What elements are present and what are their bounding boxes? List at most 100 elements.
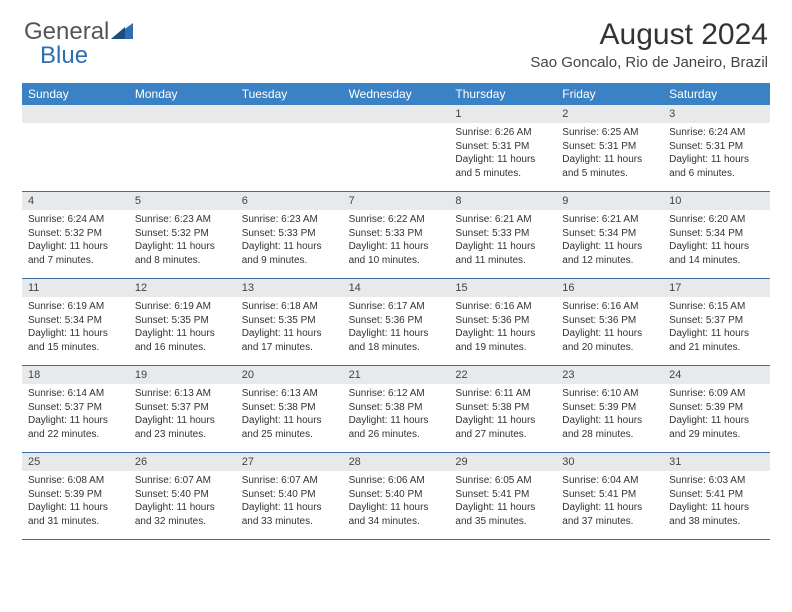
daylight-line: Daylight: 11 hours and 26 minutes. — [349, 414, 444, 441]
day-number: 14 — [343, 279, 450, 297]
day-number: 31 — [663, 453, 770, 471]
day-number: 12 — [129, 279, 236, 297]
sunset-line: Sunset: 5:40 PM — [242, 488, 337, 502]
sunset-line: Sunset: 5:39 PM — [562, 401, 657, 415]
day-info: Sunrise: 6:19 AMSunset: 5:34 PMDaylight:… — [22, 297, 129, 358]
day-cell: 16Sunrise: 6:16 AMSunset: 5:36 PMDayligh… — [556, 279, 663, 365]
sunset-line: Sunset: 5:38 PM — [242, 401, 337, 415]
day-cell: 13 Sunrise: 6:18 AMSunset: 5:35 PMDayligh… — [236, 279, 343, 365]
day-cell: 10Sunrise: 6:20 AMSunset: 5:34 PMDayligh… — [663, 192, 770, 278]
day-cell: 27Sunrise: 6:07 AMSunset: 5:40 PMDayligh… — [236, 453, 343, 539]
day-info: Sunrise: 6:24 AMSunset: 5:31 PMDaylight:… — [663, 123, 770, 184]
day-info: Sunrise: 6:22 AMSunset: 5:33 PMDaylight:… — [343, 210, 450, 271]
day-info: Sunrise: 6:21 AMSunset: 5:34 PMDaylight:… — [556, 210, 663, 271]
day-cell: 31Sunrise: 6:03 AMSunset: 5:41 PMDayligh… — [663, 453, 770, 539]
day-number: 15 — [449, 279, 556, 297]
day-header: Sunday — [22, 83, 129, 105]
daylight-line: Daylight: 11 hours and 14 minutes. — [669, 240, 764, 267]
day-info: Sunrise: 6:15 AMSunset: 5:37 PMDaylight:… — [663, 297, 770, 358]
day-cell: 14Sunrise: 6:17 AMSunset: 5:36 PMDayligh… — [343, 279, 450, 365]
day-number: 9 — [556, 192, 663, 210]
daylight-line: Daylight: 11 hours and 35 minutes. — [455, 501, 550, 528]
day-info: Sunrise: 6:07 AMSunset: 5:40 PMDaylight:… — [129, 471, 236, 532]
sunset-line: Sunset: 5:38 PM — [349, 401, 444, 415]
day-number: 13 — [236, 279, 343, 297]
sunrise-line: Sunrise: 6:24 AM — [669, 126, 764, 140]
day-number: 20 — [236, 366, 343, 384]
location-subtitle: Sao Goncalo, Rio de Janeiro, Brazil — [530, 54, 768, 71]
day-cell: 7Sunrise: 6:22 AMSunset: 5:33 PMDaylight… — [343, 192, 450, 278]
day-cell: 19Sunrise: 6:13 AMSunset: 5:37 PMDayligh… — [129, 366, 236, 452]
day-info: Sunrise: 6:13 AMSunset: 5:37 PMDaylight:… — [129, 384, 236, 445]
day-info: Sunrise: 6:26 AMSunset: 5:31 PMDaylight:… — [449, 123, 556, 184]
day-cell: 11Sunrise: 6:19 AMSunset: 5:34 PMDayligh… — [22, 279, 129, 365]
daylight-line: Daylight: 11 hours and 37 minutes. — [562, 501, 657, 528]
day-cell: 6Sunrise: 6:23 AMSunset: 5:33 PMDaylight… — [236, 192, 343, 278]
sunrise-line: Sunrise: 6:20 AM — [669, 213, 764, 227]
daylight-line: Daylight: 11 hours and 9 minutes. — [242, 240, 337, 267]
sunrise-line: Sunrise: 6:13 AM — [135, 387, 230, 401]
daylight-line: Daylight: 11 hours and 5 minutes. — [562, 153, 657, 180]
day-info: Sunrise: 6:12 AMSunset: 5:38 PMDaylight:… — [343, 384, 450, 445]
day-number: 19 — [129, 366, 236, 384]
daylight-line: Daylight: 11 hours and 11 minutes. — [455, 240, 550, 267]
sunrise-line: Sunrise: 6:16 AM — [455, 300, 550, 314]
day-info: Sunrise: 6:23 AMSunset: 5:33 PMDaylight:… — [236, 210, 343, 271]
sunset-line: Sunset: 5:39 PM — [28, 488, 123, 502]
daylight-line: Daylight: 11 hours and 5 minutes. — [455, 153, 550, 180]
day-info: Sunrise: 6:04 AMSunset: 5:41 PMDaylight:… — [556, 471, 663, 532]
logo-text-2: Blue — [40, 42, 88, 70]
day-info: Sunrise: 6:05 AMSunset: 5:41 PMDaylight:… — [449, 471, 556, 532]
day-number: 23 — [556, 366, 663, 384]
sunrise-line: Sunrise: 6:09 AM — [669, 387, 764, 401]
day-cell: 2Sunrise: 6:25 AMSunset: 5:31 PMDaylight… — [556, 105, 663, 191]
day-info: Sunrise: 6:03 AMSunset: 5:41 PMDaylight:… — [663, 471, 770, 532]
week-row: 4Sunrise: 6:24 AMSunset: 5:32 PMDaylight… — [22, 192, 770, 279]
header: General August 2024 Sao Goncalo, Rio de … — [0, 0, 792, 77]
day-number: 29 — [449, 453, 556, 471]
sunrise-line: Sunrise: 6:18 AM — [242, 300, 337, 314]
day-cell: 17Sunrise: 6:15 AMSunset: 5:37 PMDayligh… — [663, 279, 770, 365]
sunrise-line: Sunrise: 6:23 AM — [135, 213, 230, 227]
day-cell — [236, 105, 343, 191]
sunset-line: Sunset: 5:35 PM — [242, 314, 337, 328]
sunset-line: Sunset: 5:37 PM — [669, 314, 764, 328]
day-info: Sunrise: 6:24 AMSunset: 5:32 PMDaylight:… — [22, 210, 129, 271]
day-number: 26 — [129, 453, 236, 471]
sunrise-line: Sunrise: 6:14 AM — [28, 387, 123, 401]
day-number: 25 — [22, 453, 129, 471]
day-cell: 21Sunrise: 6:12 AMSunset: 5:38 PMDayligh… — [343, 366, 450, 452]
sunrise-line: Sunrise: 6:03 AM — [669, 474, 764, 488]
day-cell: 12Sunrise: 6:19 AMSunset: 5:35 PMDayligh… — [129, 279, 236, 365]
day-info: Sunrise: 6:14 AMSunset: 5:37 PMDaylight:… — [22, 384, 129, 445]
sunset-line: Sunset: 5:41 PM — [455, 488, 550, 502]
daylight-line: Daylight: 11 hours and 15 minutes. — [28, 327, 123, 354]
daylight-line: Daylight: 11 hours and 34 minutes. — [349, 501, 444, 528]
day-number: 18 — [22, 366, 129, 384]
day-cell: 24Sunrise: 6:09 AMSunset: 5:39 PMDayligh… — [663, 366, 770, 452]
day-info: Sunrise: 6:07 AMSunset: 5:40 PMDaylight:… — [236, 471, 343, 532]
day-number: 28 — [343, 453, 450, 471]
daylight-line: Daylight: 11 hours and 17 minutes. — [242, 327, 337, 354]
sunrise-line: Sunrise: 6:21 AM — [455, 213, 550, 227]
sunset-line: Sunset: 5:37 PM — [135, 401, 230, 415]
sunset-line: Sunset: 5:33 PM — [242, 227, 337, 241]
sunrise-line: Sunrise: 6:15 AM — [669, 300, 764, 314]
day-cell: 15Sunrise: 6:16 AMSunset: 5:36 PMDayligh… — [449, 279, 556, 365]
sunset-line: Sunset: 5:33 PM — [349, 227, 444, 241]
daylight-line: Daylight: 11 hours and 23 minutes. — [135, 414, 230, 441]
day-number: 2 — [556, 105, 663, 123]
day-info: Sunrise: 6:11 AMSunset: 5:38 PMDaylight:… — [449, 384, 556, 445]
logo-triangle-icon — [111, 18, 133, 46]
daylight-line: Daylight: 11 hours and 6 minutes. — [669, 153, 764, 180]
day-info: Sunrise: 6:08 AMSunset: 5:39 PMDaylight:… — [22, 471, 129, 532]
daylight-line: Daylight: 11 hours and 8 minutes. — [135, 240, 230, 267]
day-info: Sunrise: 6:20 AMSunset: 5:34 PMDaylight:… — [663, 210, 770, 271]
sunset-line: Sunset: 5:36 PM — [562, 314, 657, 328]
day-header: Tuesday — [236, 83, 343, 105]
sunrise-line: Sunrise: 6:21 AM — [562, 213, 657, 227]
day-cell: 26Sunrise: 6:07 AMSunset: 5:40 PMDayligh… — [129, 453, 236, 539]
day-info: Sunrise: 6:23 AMSunset: 5:32 PMDaylight:… — [129, 210, 236, 271]
day-number: 11 — [22, 279, 129, 297]
day-cell: 22Sunrise: 6:11 AMSunset: 5:38 PMDayligh… — [449, 366, 556, 452]
